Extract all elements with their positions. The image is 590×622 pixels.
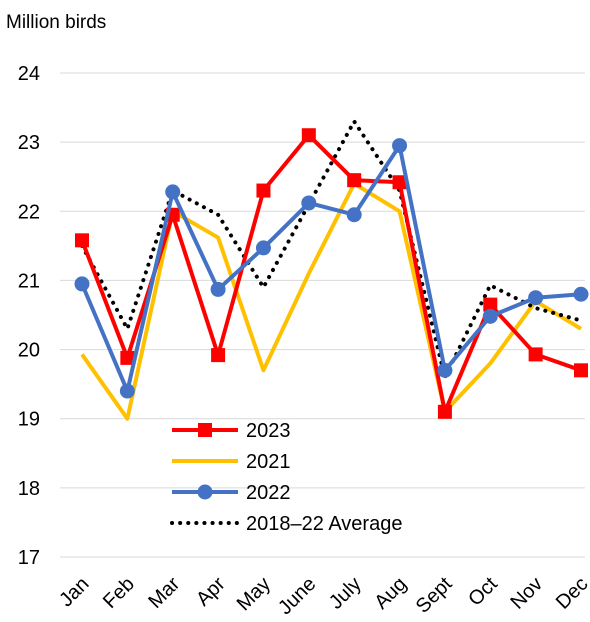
marker bbox=[255, 240, 271, 256]
subtitle: Million birds bbox=[6, 12, 106, 33]
marker bbox=[301, 195, 317, 211]
marker bbox=[346, 207, 362, 223]
x-tick-label: July bbox=[325, 573, 366, 614]
marker bbox=[74, 276, 90, 292]
marker bbox=[256, 183, 271, 198]
x-tick-label: Apr bbox=[192, 573, 230, 611]
marker bbox=[482, 308, 498, 324]
marker bbox=[301, 128, 316, 143]
series-line bbox=[80, 181, 583, 421]
x-tick-label: Sept bbox=[412, 573, 457, 617]
series-line bbox=[80, 143, 582, 394]
y-tick-label: 24 bbox=[18, 63, 40, 85]
legend-label: 2021 bbox=[246, 451, 291, 473]
x-tick-label: Dec bbox=[552, 573, 590, 614]
marker bbox=[75, 233, 89, 248]
marker bbox=[528, 290, 544, 306]
y-tick-label: 23 bbox=[18, 132, 40, 154]
marker bbox=[347, 173, 362, 188]
x-tick-label: Jan bbox=[55, 573, 93, 611]
legend-label: 2022 bbox=[246, 482, 291, 504]
marker bbox=[211, 348, 226, 363]
y-tick-label: 18 bbox=[18, 478, 40, 500]
x-tick-label: Mar bbox=[144, 573, 184, 613]
marker bbox=[119, 383, 135, 399]
marker bbox=[483, 297, 498, 312]
x-tick-label: Feb bbox=[99, 573, 139, 613]
legend-marker bbox=[198, 423, 212, 437]
legend-label: 2023 bbox=[246, 420, 291, 442]
y-tick-label: 22 bbox=[18, 201, 40, 223]
y-tick-label: 17 bbox=[18, 547, 40, 569]
y-tick-label: 20 bbox=[18, 340, 40, 362]
legend-marker bbox=[197, 484, 213, 500]
x-tick-label: Nov bbox=[506, 573, 547, 614]
y-tick-label: 19 bbox=[18, 409, 40, 431]
y-tick-label: 21 bbox=[18, 270, 40, 292]
series-line bbox=[80, 133, 582, 414]
x-tick-label: Oct bbox=[464, 573, 502, 611]
x-tick-label: May bbox=[233, 573, 275, 615]
marker bbox=[574, 363, 588, 378]
x-tick-label: June bbox=[274, 573, 320, 617]
x-tick-label: Aug bbox=[370, 573, 411, 614]
marker bbox=[437, 362, 453, 378]
marker bbox=[165, 184, 181, 200]
marker bbox=[573, 286, 589, 302]
series-line bbox=[80, 119, 583, 380]
marker bbox=[392, 138, 408, 154]
marker bbox=[528, 347, 543, 362]
marker bbox=[120, 350, 135, 365]
marker bbox=[210, 281, 226, 297]
marker bbox=[437, 404, 452, 419]
marker bbox=[392, 175, 407, 190]
legend-label: 2018–22 Average bbox=[246, 513, 402, 535]
